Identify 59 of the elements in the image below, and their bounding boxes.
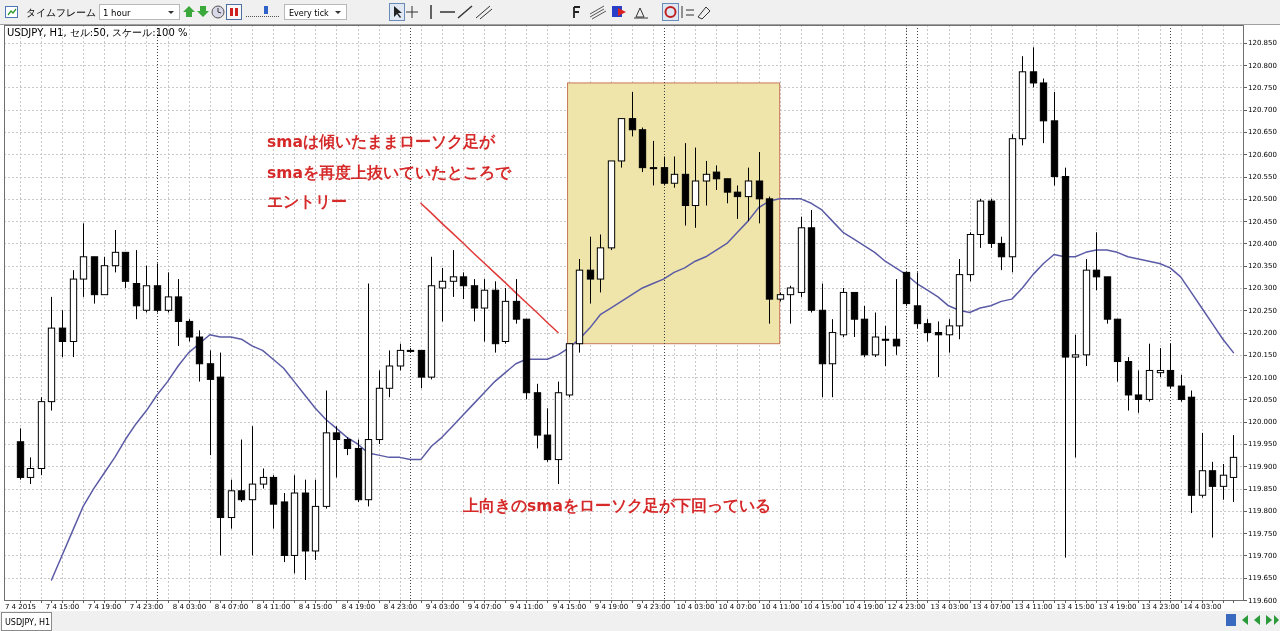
- text: 1 hour: [103, 7, 132, 18]
- candlestick: [923, 318, 932, 342]
- candlestick: [702, 160, 711, 207]
- candlestick: [744, 167, 753, 222]
- annotation: smaは傾いたままローソク足が: [267, 133, 496, 151]
- candlestick: [480, 278, 489, 342]
- candlestick: [164, 271, 173, 313]
- candlestick: [1156, 347, 1165, 378]
- candlestick: [1134, 369, 1143, 414]
- candlestick: [206, 349, 215, 456]
- candlestick: [1166, 343, 1175, 389]
- chart-title: USDJPY, H1, セル:50, スケール:100 %: [7, 27, 188, 38]
- candlestick: [1177, 374, 1186, 403]
- candlestick: [712, 164, 721, 191]
- candlestick: [628, 91, 637, 137]
- candlestick: [997, 236, 1006, 271]
- candlestick: [945, 318, 954, 354]
- candlestick: [438, 267, 447, 322]
- candlestick: [512, 278, 521, 325]
- candlestick: [185, 318, 194, 342]
- candlestick: [649, 140, 658, 186]
- candlestick: [396, 343, 405, 371]
- text: Every tick: [289, 8, 330, 18]
- candlestick: [111, 229, 120, 273]
- candlestick: [449, 249, 458, 298]
- candlestick: [237, 439, 246, 503]
- annotation: エントリー: [267, 193, 347, 211]
- candlestick: [248, 425, 257, 556]
- candlestick: [871, 312, 880, 358]
- candlestick: [892, 278, 901, 356]
- candlestick: [1219, 463, 1228, 501]
- line-series: [420, 202, 559, 334]
- candlestick: [786, 285, 795, 325]
- candlestick: [733, 184, 742, 220]
- annotation: smaを再度上抜いていたところで: [267, 163, 512, 182]
- candlestick: [1029, 46, 1038, 88]
- candlestick: [79, 222, 88, 298]
- annotation: 上向きのsmaをローソク足が下回っている: [462, 497, 771, 515]
- candlestick: [259, 468, 268, 490]
- candlestick: [723, 178, 732, 204]
- candlestick: [586, 236, 595, 305]
- candlestick: [934, 320, 943, 378]
- candlestick: [913, 271, 922, 329]
- candlestick: [755, 151, 764, 224]
- candlestick: [332, 425, 341, 478]
- candlestick: [881, 325, 890, 367]
- candlestick: [459, 271, 468, 300]
- candlestick: [670, 155, 679, 189]
- candlestick: [1208, 461, 1217, 539]
- candlestick: [58, 309, 67, 358]
- candlestick: [1229, 434, 1238, 503]
- text: USDJPY, H1: [5, 617, 51, 627]
- candlestick: [660, 155, 669, 186]
- candlestick: [470, 278, 479, 322]
- text: タイムフレーム: [26, 7, 96, 18]
- candlestick: [385, 349, 394, 398]
- candlestick: [132, 249, 141, 320]
- candlestick: [1071, 334, 1080, 458]
- candlestick: [26, 456, 35, 485]
